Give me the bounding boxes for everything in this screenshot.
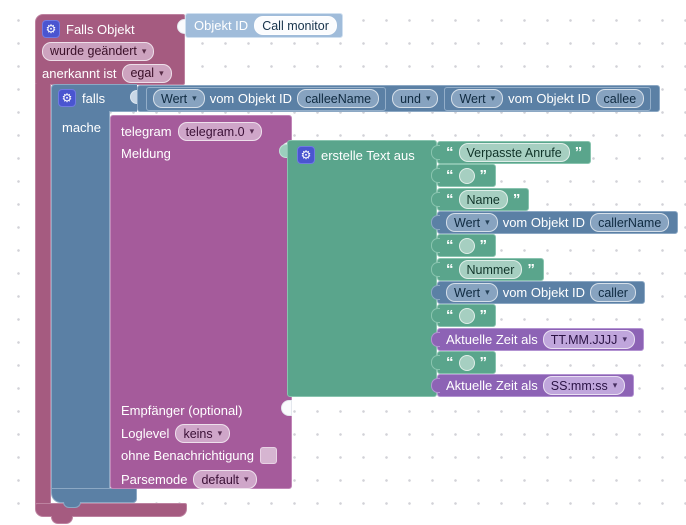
- telegram-recipient-label: Empfänger (optional): [121, 403, 243, 418]
- quote-close-icon: ”: [479, 307, 488, 324]
- quote-close-icon: ”: [479, 237, 488, 254]
- quote-close-icon: ”: [512, 191, 521, 208]
- telegram-parsemode-label: Parsemode: [121, 472, 188, 487]
- text-field[interactable]: [458, 354, 475, 371]
- quote-close-icon: ”: [479, 354, 488, 371]
- mutator-gear-icon[interactable]: [42, 20, 60, 38]
- telegram-parsemode-dropdown[interactable]: default: [193, 470, 257, 489]
- if-block-spine[interactable]: mache: [51, 111, 110, 489]
- quote-open-icon: “: [446, 354, 454, 371]
- value-label: vom Objekt ID: [508, 91, 591, 106]
- text-field[interactable]: Verpasste Anrufe: [458, 143, 570, 162]
- if-condition-socket: [130, 90, 139, 104]
- trigger-block[interactable]: Falls Objekt wurde geändert anerkannt is…: [35, 14, 185, 85]
- if-do-label: mache: [62, 120, 102, 135]
- value-dropdown[interactable]: Wert: [446, 283, 498, 302]
- quote-open-icon: “: [446, 167, 454, 184]
- quote-close-icon: ”: [574, 144, 583, 161]
- quote-open-icon: “: [446, 237, 454, 254]
- text-field[interactable]: [458, 307, 475, 324]
- trigger-ack-dropdown[interactable]: egal: [122, 63, 172, 83]
- quote-open-icon: “: [446, 144, 454, 161]
- quote-close-icon: ”: [479, 167, 488, 184]
- logic-and-block[interactable]: Wert vom Objekt ID calleeName und Wert v…: [137, 85, 661, 112]
- text-join-label: erstelle Text aus: [321, 147, 415, 163]
- telegram-block[interactable]: telegram telegram.0 Meldung Empfänger (o…: [110, 115, 292, 489]
- trigger-change-mode-dropdown[interactable]: wurde geändert: [42, 41, 155, 61]
- trigger-ack-label: anerkannt ist: [42, 65, 117, 81]
- trigger-block-spine: [35, 84, 51, 505]
- trigger-block-bottom: [35, 503, 187, 517]
- text-field[interactable]: [458, 237, 475, 254]
- telegram-label: telegram: [121, 124, 172, 139]
- text-item-block[interactable]: “ ”: [431, 351, 496, 374]
- objekt-id-label: Objekt ID: [194, 18, 249, 33]
- objekt-id-field[interactable]: Call monitor: [254, 16, 337, 35]
- if-mutator-gear-icon[interactable]: [58, 89, 76, 107]
- text-item-block[interactable]: “ Verpasste Anrufe ”: [430, 141, 592, 164]
- value-block-callerName[interactable]: Wert vom Objekt ID callerName: [430, 211, 679, 234]
- telegram-loglevel-label: Loglevel: [121, 426, 170, 441]
- telegram-no-notification-label: ohne Benachrichtigung: [121, 448, 254, 463]
- quote-open-icon: “: [446, 191, 454, 208]
- telegram-no-notification-checkbox[interactable]: [260, 447, 277, 464]
- value-oid-field[interactable]: callee: [595, 89, 645, 108]
- text-join-block[interactable]: erstelle Text aus: [287, 140, 437, 397]
- value-oid-field[interactable]: calleeName: [297, 89, 380, 108]
- quote-open-icon: “: [446, 307, 454, 324]
- telegram-loglevel-dropdown[interactable]: keins: [175, 424, 231, 443]
- value-dropdown[interactable]: Wert: [446, 213, 498, 232]
- text-item-block[interactable]: “ ”: [431, 164, 496, 187]
- value-block-callee[interactable]: Wert vom Objekt ID callee: [444, 86, 652, 111]
- value-block-caller[interactable]: Wert vom Objekt ID caller: [431, 281, 645, 304]
- text-field[interactable]: Name: [458, 190, 508, 209]
- if-block-header[interactable]: falls: [51, 84, 137, 112]
- quote-open-icon: “: [446, 261, 454, 278]
- value-oid-field[interactable]: callerName: [590, 213, 670, 232]
- value-label: vom Objekt ID: [502, 215, 586, 230]
- value-label: vom Objekt ID: [502, 285, 586, 300]
- value-block-calleeName[interactable]: Wert vom Objekt ID calleeName: [146, 86, 387, 111]
- logic-operator-dropdown[interactable]: und: [392, 89, 439, 108]
- text-field[interactable]: Nummer: [458, 260, 523, 279]
- telegram-message-label: Meldung: [121, 146, 171, 161]
- objekt-id-block[interactable]: Objekt ID Call monitor: [185, 13, 343, 38]
- if-block-bottom: [51, 488, 137, 503]
- telegram-instance-dropdown[interactable]: telegram.0: [177, 122, 263, 141]
- text-item-block[interactable]: “ ”: [431, 304, 496, 327]
- time-format-dropdown[interactable]: TT.MM.JJJJ: [542, 330, 635, 349]
- trigger-title: Falls Objekt: [66, 21, 135, 37]
- telegram-recipient-socket: [281, 400, 292, 416]
- value-label: vom Objekt ID: [209, 91, 293, 106]
- current-time-block[interactable]: Aktuelle Zeit als TT.MM.JJJJ: [431, 328, 644, 351]
- value-oid-field[interactable]: caller: [590, 283, 636, 302]
- time-label: Aktuelle Zeit als: [446, 378, 538, 393]
- trigger-next-connector: [51, 516, 73, 524]
- value-dropdown[interactable]: Wert: [153, 89, 205, 108]
- current-time-block[interactable]: Aktuelle Zeit als SS:mm:ss: [430, 374, 635, 397]
- time-label: Aktuelle Zeit als: [446, 332, 538, 347]
- quote-close-icon: ”: [527, 261, 535, 278]
- if-label: falls: [82, 90, 106, 106]
- text-field[interactable]: [458, 167, 475, 184]
- text-join-gear-icon[interactable]: [297, 146, 315, 164]
- text-join-output-tab: [279, 144, 288, 158]
- time-format-dropdown[interactable]: SS:mm:ss: [542, 376, 626, 395]
- text-item-block[interactable]: “ ”: [431, 234, 496, 257]
- value-dropdown[interactable]: Wert: [451, 89, 504, 108]
- text-item-block[interactable]: “ Nummer ”: [431, 258, 544, 281]
- text-item-block[interactable]: “ Name ”: [430, 188, 530, 211]
